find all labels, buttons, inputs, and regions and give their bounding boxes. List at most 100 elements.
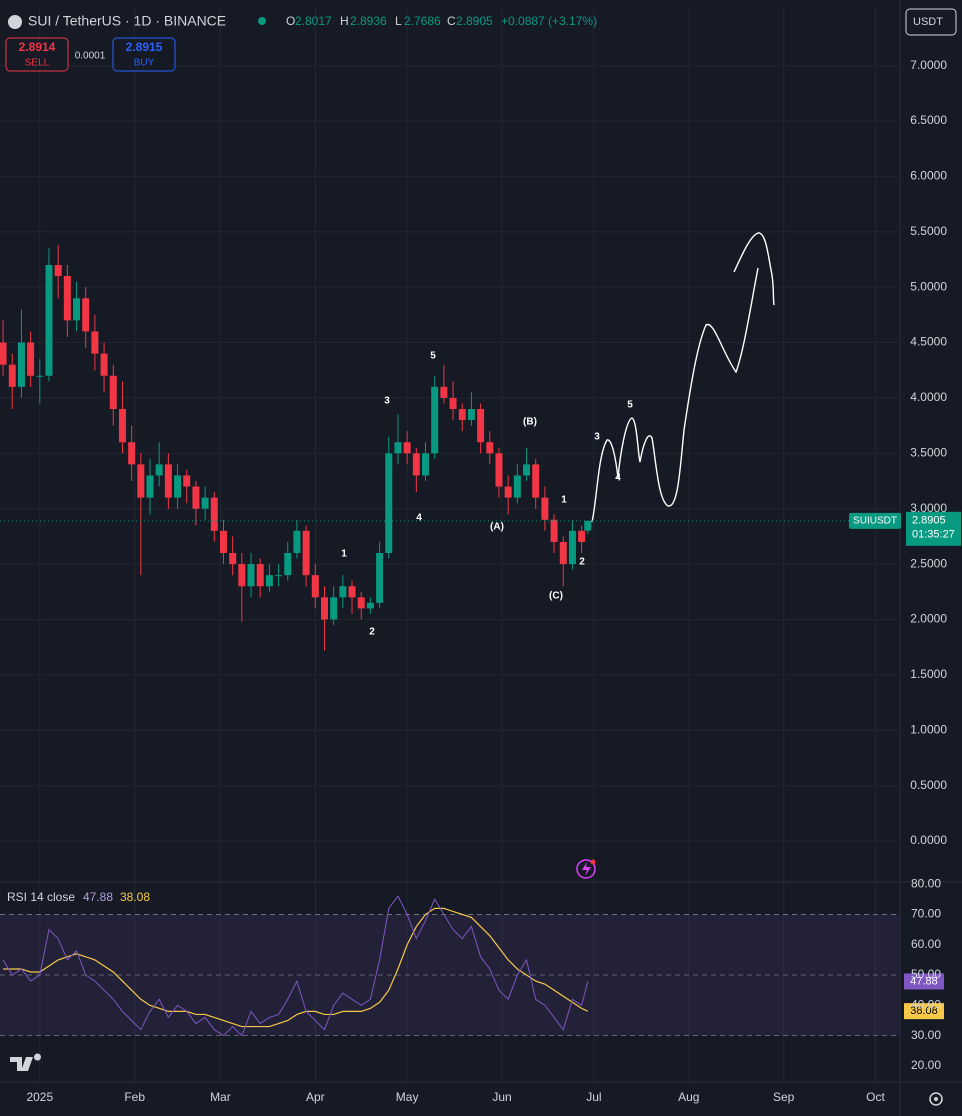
rsi-ma-tag-value: 38.08	[910, 1005, 938, 1017]
candle-body	[155, 464, 163, 476]
buy-label[interactable]: BUY	[134, 58, 155, 69]
candle-body	[174, 475, 182, 498]
candle-body	[357, 597, 365, 609]
candle-body	[449, 397, 457, 409]
buy-price[interactable]: 2.8915	[126, 40, 163, 54]
plot: 1 2 3 4 5 (A) (B) (C) 1 2 3 4 5	[0, 245, 633, 1037]
settings-icon[interactable]	[929, 1092, 943, 1106]
wave-label: 2	[579, 557, 585, 568]
candle-body	[36, 375, 44, 377]
candle-body	[403, 442, 411, 454]
currency-select[interactable]	[905, 8, 957, 36]
candle-body	[192, 486, 200, 509]
candle-body	[27, 342, 35, 376]
ohlc-key: H	[340, 14, 349, 28]
candle-body	[568, 530, 576, 565]
candle-body	[183, 475, 191, 487]
y-tick-label: 6.5000	[910, 113, 947, 127]
candle-body	[422, 453, 430, 476]
candle-body	[118, 408, 126, 443]
candle-body	[385, 453, 393, 554]
x-tick-label: 2025	[26, 1090, 53, 1104]
alert-icon-bolt	[582, 862, 591, 876]
buy-button[interactable]	[112, 37, 176, 72]
candle-body	[394, 442, 402, 454]
candle-body	[8, 364, 16, 387]
sell-price[interactable]: 2.8914	[19, 40, 56, 54]
ohlc-value: 2.7686	[404, 14, 441, 28]
candle-body	[477, 408, 485, 443]
candle-body	[504, 486, 512, 498]
rsi-tick-label: 20.00	[911, 1058, 941, 1072]
candle-body	[486, 442, 494, 454]
symbol-logo[interactable]	[8, 15, 22, 29]
candle-body	[210, 497, 218, 531]
ohlc-key: O	[286, 14, 295, 28]
rsi-tick-label: 60.00	[911, 937, 941, 951]
price-tag-countdown: 01:35:27	[912, 529, 955, 541]
candle-body	[513, 475, 521, 498]
sell-label[interactable]: SELL	[25, 58, 50, 69]
candle-body	[412, 453, 420, 476]
candle-body	[431, 386, 439, 454]
candle-body	[467, 408, 475, 421]
candle-body	[275, 575, 283, 577]
alert-dot	[590, 859, 596, 865]
candle-body	[320, 597, 328, 620]
wave-label: 5	[430, 351, 436, 362]
x-tick-label: Oct	[866, 1090, 885, 1104]
candle-body	[100, 353, 108, 376]
wave-label: 4	[416, 513, 422, 524]
y-tick-label: 0.5000	[910, 778, 947, 792]
candle-body	[82, 298, 90, 332]
drawing-projection	[591, 267, 759, 523]
ohlc-value: 2.8017	[295, 14, 332, 28]
currency-label[interactable]: USDT	[913, 16, 943, 28]
rsi-ma-value: 38.08	[120, 890, 150, 904]
symbol-title[interactable]: SUI / TetherUS · 1D · BINANCE	[28, 13, 226, 29]
y-tick-label: 7.0000	[910, 58, 947, 72]
x-tick-label: Jul	[586, 1090, 601, 1104]
candle-body	[376, 553, 384, 603]
tradingview-logo[interactable]	[10, 1053, 41, 1071]
alert-icon[interactable]	[576, 859, 596, 879]
candle-body	[201, 497, 209, 509]
x-tick-label: Apr	[306, 1090, 325, 1104]
market-status	[258, 17, 266, 25]
change: +0.0887 (+3.17%)	[501, 14, 597, 28]
rsi-tick-label: 70.00	[911, 907, 941, 921]
candle-body	[91, 331, 99, 354]
candle-body	[311, 575, 319, 598]
x-tick-label: Aug	[678, 1090, 699, 1104]
ohlc-value: 2.8905	[456, 14, 493, 28]
candle-body	[164, 464, 172, 498]
y-tick-label: 4.5000	[910, 335, 947, 349]
wave-label: (C)	[549, 591, 563, 602]
candle-body	[550, 519, 558, 542]
candle-body	[17, 342, 25, 387]
grid	[0, 8, 900, 1082]
candle-body	[348, 586, 356, 598]
candle-body	[265, 575, 273, 587]
y-tick-label: 1.0000	[910, 722, 947, 736]
y-tick-label: 0.0000	[910, 833, 947, 847]
rsi-legend[interactable]: RSI 14 close	[7, 890, 75, 904]
price-tag	[906, 511, 961, 546]
candle-body	[293, 530, 301, 554]
rsi-ma-line	[3, 907, 589, 1028]
spread: 0.0001	[75, 51, 106, 62]
candle-body	[63, 276, 71, 321]
candle-body	[0, 342, 7, 365]
candle-body	[146, 475, 154, 498]
sell-button[interactable]	[5, 37, 69, 72]
rsi-tag-value: 47.88	[910, 975, 938, 987]
y-tick-label: 2.0000	[910, 612, 947, 626]
candle-body	[302, 530, 310, 576]
drawing-projection	[733, 232, 775, 306]
wave-label: 2	[369, 627, 375, 638]
candle-body	[330, 597, 338, 620]
x-tick-label: May	[396, 1090, 419, 1104]
wave-label: 1	[341, 549, 347, 560]
